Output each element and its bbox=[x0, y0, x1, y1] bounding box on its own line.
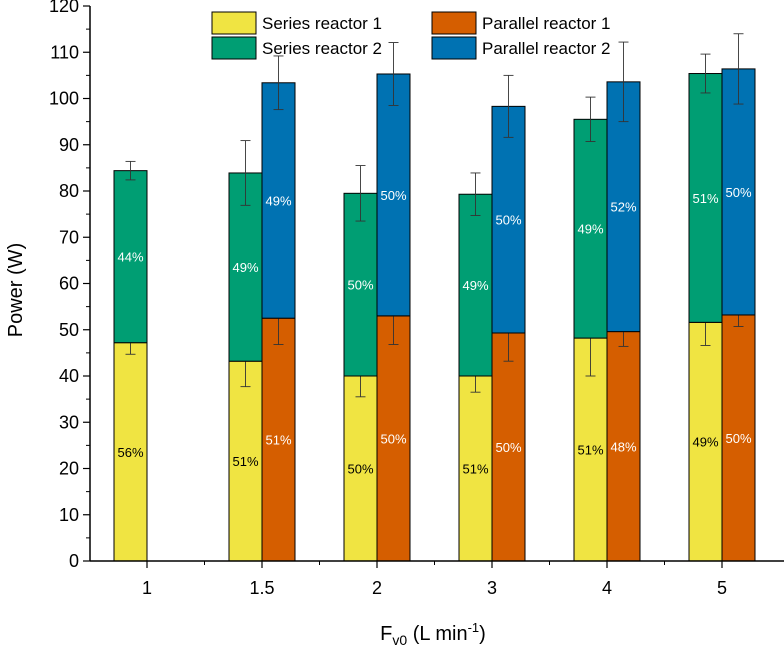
legend-label: Series reactor 1 bbox=[262, 14, 382, 33]
legend-swatch bbox=[211, 36, 257, 60]
bar-parallel-2 bbox=[721, 68, 756, 316]
legend-swatch bbox=[211, 11, 257, 35]
x-axis-title-close: ) bbox=[479, 623, 486, 645]
bar-percent-label: 50% bbox=[495, 440, 521, 455]
legend-swatch bbox=[431, 36, 477, 60]
bar-percent-label: 50% bbox=[725, 185, 751, 200]
bar-percent-label: 51% bbox=[232, 454, 258, 469]
bar-percent-label: 44% bbox=[117, 250, 143, 265]
bar-parallel-2 bbox=[491, 105, 526, 334]
x-axis-title-subscript: v0 bbox=[392, 632, 407, 648]
bar-percent-label: 51% bbox=[692, 191, 718, 206]
x-axis-title-superscript: -1 bbox=[468, 620, 480, 635]
y-tick-label: 40 bbox=[59, 366, 79, 386]
bar-percent-label: 51% bbox=[462, 462, 488, 477]
y-tick-label: 110 bbox=[50, 42, 79, 62]
bar-series-2 bbox=[573, 118, 608, 339]
x-tick-label: 1 bbox=[142, 578, 152, 598]
bar-parallel-2 bbox=[606, 81, 641, 333]
legend-label: Parallel reactor 1 bbox=[482, 14, 611, 33]
x-tick-label: 1.5 bbox=[249, 578, 274, 598]
bar-percent-label: 48% bbox=[610, 439, 636, 454]
y-tick-label: 50 bbox=[59, 320, 79, 340]
bar-percent-label: 49% bbox=[462, 278, 488, 293]
bar-percent-label: 50% bbox=[347, 278, 373, 293]
bar-percent-label: 49% bbox=[692, 435, 718, 450]
bar-parallel-2 bbox=[376, 73, 411, 317]
bar-parallel-1 bbox=[606, 331, 641, 562]
x-tick-label: 5 bbox=[717, 578, 727, 598]
bar-percent-label: 49% bbox=[232, 260, 258, 275]
bar-percent-label: 51% bbox=[577, 443, 603, 458]
bar-series-1 bbox=[113, 342, 148, 562]
y-tick-label: 80 bbox=[59, 181, 79, 201]
bar-parallel-1 bbox=[721, 314, 756, 562]
bar-percent-label: 52% bbox=[610, 200, 636, 215]
axes: 0 10 20 30 40 50 60 70 80 90 100 110 120 1 1.5 2 3 4 5 bbox=[49, 0, 784, 598]
legend-label: Series reactor 2 bbox=[262, 39, 382, 58]
bar-percent-label: 49% bbox=[265, 193, 291, 208]
y-tick-label: 60 bbox=[59, 274, 79, 294]
bar-series-2 bbox=[343, 192, 378, 377]
x-axis-title-unit: (L min bbox=[407, 623, 467, 645]
bar-parallel-1 bbox=[376, 315, 411, 562]
y-tick-label: 30 bbox=[59, 412, 79, 432]
bar-percent-label: 50% bbox=[380, 431, 406, 446]
y-tick-label: 10 bbox=[59, 505, 79, 525]
x-tick-label: 3 bbox=[487, 578, 497, 598]
bar-parallel-2 bbox=[261, 82, 296, 319]
bar-percent-label: 51% bbox=[265, 433, 291, 448]
x-tick-label: 2 bbox=[372, 578, 382, 598]
bar-percent-label: 50% bbox=[725, 431, 751, 446]
y-axis-title: Power (W) bbox=[5, 243, 27, 337]
y-tick-label: 20 bbox=[59, 459, 79, 479]
y-tick-label: 90 bbox=[59, 135, 79, 155]
bar-parallel-1 bbox=[491, 332, 526, 562]
x-axis-title-main: F bbox=[380, 623, 392, 645]
x-axis-title: Fv0 (L min-1) bbox=[380, 620, 486, 648]
bar-percent-label: 56% bbox=[117, 445, 143, 460]
y-tick-label: 120 bbox=[49, 0, 79, 16]
y-tick-label: 0 bbox=[69, 551, 79, 571]
bar-percent-label: 50% bbox=[495, 213, 521, 228]
y-tick-label: 70 bbox=[59, 227, 79, 247]
bar-percent-label: 50% bbox=[380, 188, 406, 203]
legend: Series reactor 1 Parallel reactor 1 Series… bbox=[211, 11, 611, 60]
legend-label: Parallel reactor 2 bbox=[482, 39, 611, 58]
y-tick-label: 100 bbox=[49, 89, 79, 109]
bar-percent-label: 49% bbox=[577, 222, 603, 237]
legend-swatch bbox=[431, 11, 477, 35]
bar-percent-label: 50% bbox=[347, 462, 373, 477]
bar-series-2 bbox=[458, 193, 493, 377]
bars: 56% 44% 51% 49% 50% 50% 51% 49% 51% 49% 49% 51% 51% 4… bbox=[113, 33, 756, 562]
x-tick-label: 4 bbox=[602, 578, 612, 598]
